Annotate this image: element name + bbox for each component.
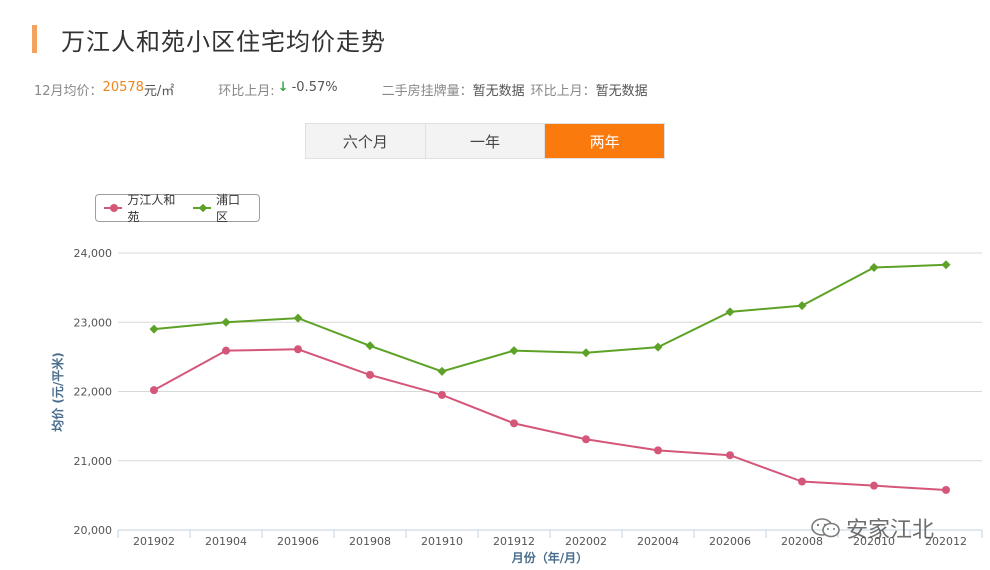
data-point: [941, 260, 951, 270]
avg-price-unit: 元/㎡: [143, 84, 175, 99]
data-point: [942, 485, 950, 494]
data-point: [510, 419, 518, 428]
data-point: [509, 346, 519, 356]
x-tick-label: 202008: [781, 535, 823, 548]
data-point: [581, 348, 591, 358]
data-point: [222, 346, 230, 355]
data-point: [149, 324, 159, 334]
x-tick-label: 201910: [421, 535, 463, 548]
data-point: [294, 345, 302, 354]
avg-price-value: 20578: [102, 80, 144, 95]
x-tick-label: 202002: [565, 535, 607, 548]
title-bar: 万江人和苑小区住宅均价走势: [32, 22, 386, 56]
listing-mom-label: 环比上月：: [530, 84, 596, 99]
y-tick-label: 21,000: [74, 455, 113, 468]
listing-label: 二手房挂牌量：: [381, 84, 473, 99]
wechat-icon: [811, 518, 840, 538]
x-tick-label: 202004: [637, 535, 679, 548]
data-point: [221, 317, 231, 327]
legend-circle-marker-icon: [104, 203, 123, 213]
watermark-text: 安家江北: [846, 518, 935, 543]
y-tick-label: 22,000: [74, 386, 113, 399]
down-arrow-icon: ↓: [277, 80, 289, 95]
avg-price-label: 12月均价：: [34, 84, 103, 99]
data-point: [797, 301, 807, 311]
data-point: [437, 366, 447, 376]
data-point: [365, 341, 375, 351]
legend-item-wanjiang[interactable]: 万江人和苑: [104, 191, 183, 225]
listing-mom-value: 暂无数据: [595, 84, 648, 99]
legend-item-pukou[interactable]: 浦口区: [192, 191, 249, 225]
x-tick-label: 202010: [853, 535, 895, 548]
data-point: [654, 446, 662, 455]
period-tabs: 六个月 一年 两年: [305, 123, 665, 159]
tab-six-months[interactable]: 六个月: [306, 124, 426, 158]
data-point: [726, 451, 734, 460]
x-tick-label: 201904: [205, 535, 247, 548]
data-point: [869, 263, 879, 273]
y-tick-label: 24,000: [74, 247, 113, 260]
data-point: [653, 342, 663, 352]
x-tick-label: 202012: [925, 535, 967, 548]
y-tick-label: 20,000: [74, 524, 113, 537]
legend-label-pukou: 浦口区: [215, 193, 240, 224]
watermark: 安家江北: [810, 512, 934, 544]
data-point: [798, 477, 806, 486]
data-point: [725, 307, 735, 317]
legend-diamond-marker-icon: [192, 203, 212, 213]
page-title: 万江人和苑小区住宅均价走势: [61, 27, 386, 56]
x-tick-label: 201902: [133, 535, 175, 548]
data-point: [438, 390, 446, 399]
y-axis-title: 均价 (元/平米): [50, 352, 65, 432]
price-stats: 12月均价： 20578 元/㎡ 环比上月: ↓ -0.57% 二手房挂牌量： …: [34, 80, 648, 99]
data-point: [293, 313, 303, 323]
listing-value: 暂无数据: [472, 84, 525, 99]
series-line: [153, 263, 947, 373]
legend-label-wanjiang: 万江人和苑: [127, 193, 176, 224]
series-line: [153, 348, 947, 491]
tab-two-years[interactable]: 两年: [545, 124, 665, 158]
chart-legend: 万江人和苑 浦口区: [95, 191, 260, 225]
data-point: [870, 481, 878, 490]
data-point: [150, 386, 158, 395]
x-tick-label: 201908: [349, 535, 391, 548]
title-accent-bar: [32, 25, 37, 53]
x-axis-title: 月份（年/月）: [511, 550, 588, 565]
tab-one-year[interactable]: 一年: [425, 124, 546, 158]
mom-value: -0.57%: [291, 80, 338, 95]
mom-label: 环比上月:: [218, 84, 275, 99]
y-tick-label: 23,000: [74, 316, 113, 329]
x-tick-label: 202006: [709, 535, 751, 548]
x-tick-label: 201912: [493, 535, 535, 548]
data-point: [366, 370, 374, 379]
x-tick-label: 201906: [277, 535, 319, 548]
data-point: [582, 435, 590, 444]
